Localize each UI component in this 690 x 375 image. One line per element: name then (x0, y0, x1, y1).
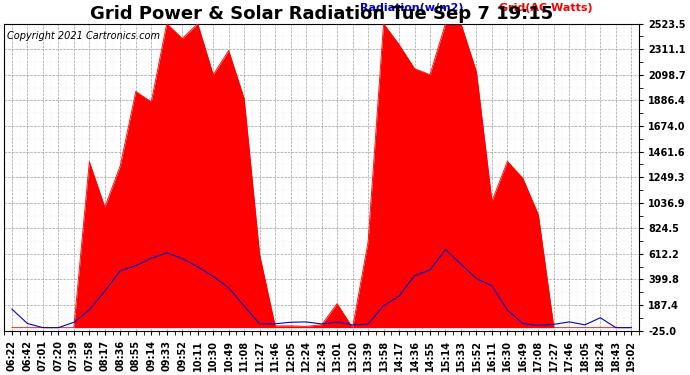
Text: Radiation(w/m2): Radiation(w/m2) (359, 3, 463, 13)
Text: Copyright 2021 Cartronics.com: Copyright 2021 Cartronics.com (7, 32, 160, 41)
Text: Grid(AC Watts): Grid(AC Watts) (500, 3, 593, 13)
Title: Grid Power & Solar Radiation Tue Sep 7 19:15: Grid Power & Solar Radiation Tue Sep 7 1… (90, 6, 553, 23)
